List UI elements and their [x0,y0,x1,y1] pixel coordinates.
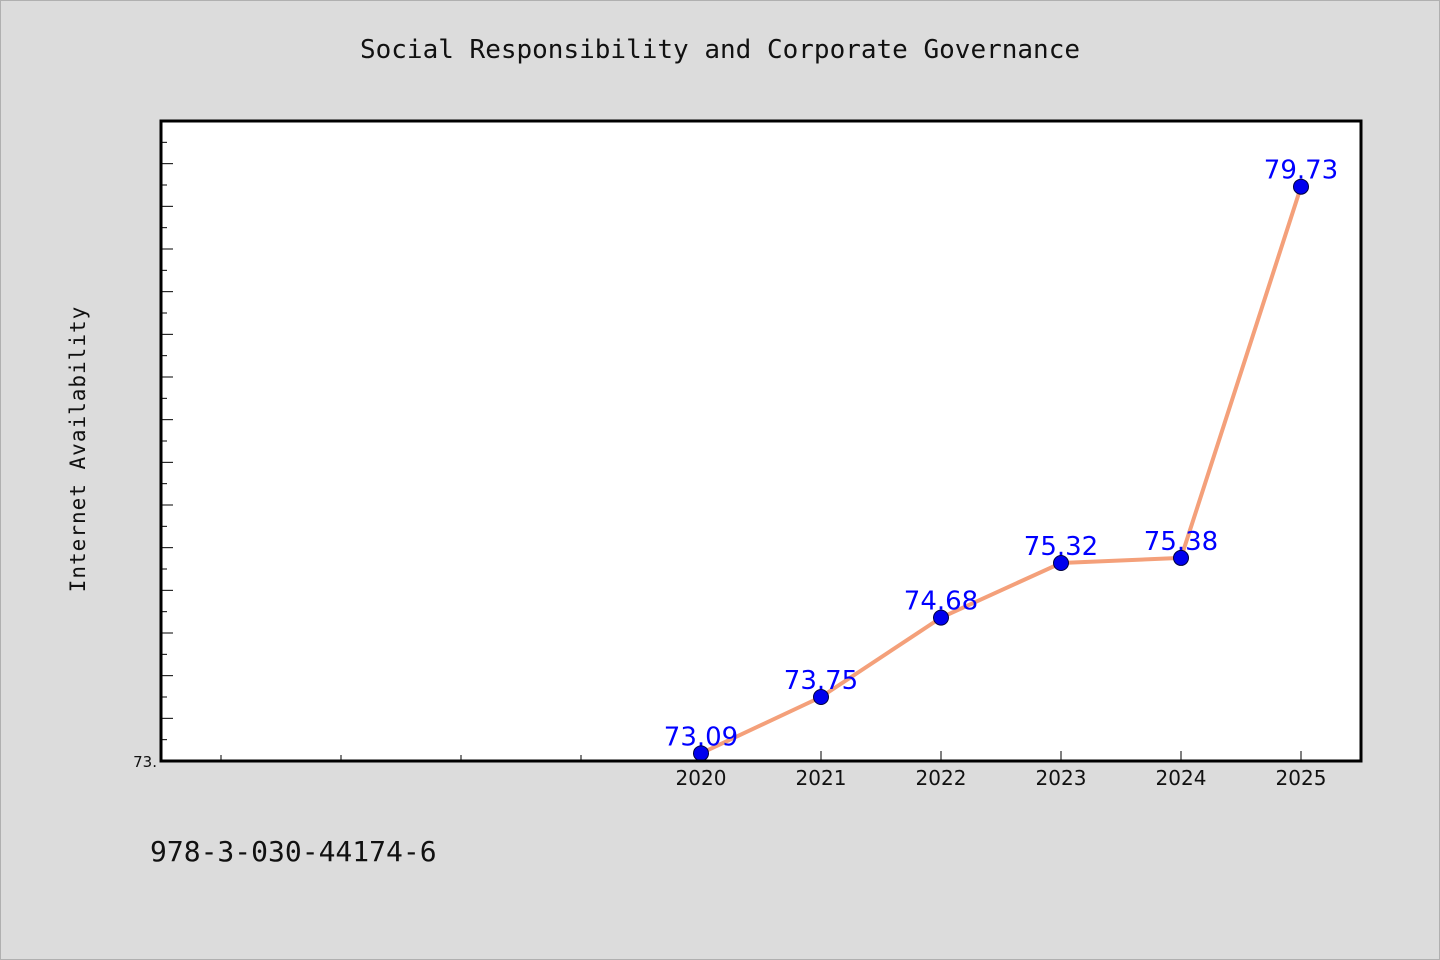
data-point [1053,555,1069,572]
x-tick-label: 2025 [1276,766,1327,790]
plot-border [159,119,1363,763]
y-tick-label: 73. [133,753,157,771]
x-tick-label: 2020 [676,766,727,790]
data-point [693,745,709,762]
data-point [813,689,829,705]
data-point [933,609,949,626]
x-tick-label: 2022 [916,766,967,790]
plot-background [161,121,1361,761]
series-line [700,186,1303,756]
data-point [1173,549,1189,566]
chart-title: Social Responsibility and Corporate Gove… [359,35,1081,65]
x-tick-label: 2021 [796,766,847,790]
footer-isbn: 978-3-030-44174-6 [150,835,437,868]
x-tick-label: 2023 [1036,766,1087,790]
data-point [1293,178,1309,195]
x-tick-label: 2024 [1156,766,1207,790]
